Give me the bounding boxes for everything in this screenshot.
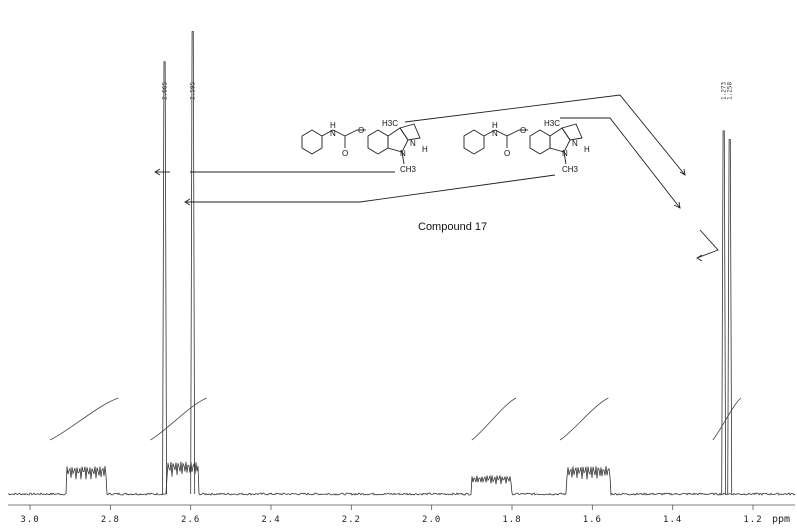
x-tick-label: 2.8 (101, 515, 120, 525)
x-axis-unit-label: ppm (772, 514, 790, 525)
peak-labels: 2.665 2.595 1.273 1.258 (162, 82, 734, 100)
spectrum-baseline (7, 461, 796, 496)
spectrum-peak (727, 139, 733, 495)
atom-nh-h: H (422, 145, 428, 154)
atom-o2-2: O (520, 126, 526, 135)
peak-label: 2.595 (190, 82, 197, 100)
integral-curve (471, 397, 517, 441)
atom-n: N (330, 129, 336, 138)
structure-right: H N O O H3C N H N CH3 (463, 119, 590, 174)
spectrum-trace (7, 31, 796, 496)
x-tick-label: 1.4 (663, 515, 682, 525)
x-tick-label: 2.0 (422, 515, 441, 525)
spectrum-peak (190, 31, 196, 495)
x-tick-label: 1.6 (583, 515, 602, 525)
x-tick-label: 2.4 (261, 515, 280, 525)
x-tick-label: 3.0 (20, 515, 39, 525)
atom-me-n: N (400, 149, 406, 158)
atom-nh-h-2: H (584, 145, 590, 154)
atom-me-n-2: N (562, 149, 568, 158)
spectrum-peak (721, 130, 727, 495)
integral-curve (49, 397, 119, 441)
peak-label: 1.258 (727, 82, 734, 100)
atom-h3c: H3C (382, 119, 398, 128)
x-tick-label: 1.2 (743, 515, 762, 525)
compound-label: Compound 17 (418, 221, 487, 233)
peak-label: 1.273 (721, 82, 728, 100)
atom-o2: O (358, 126, 364, 135)
spectrum-peak (162, 61, 167, 495)
integral-curves (49, 397, 742, 441)
x-tick-label: 2.6 (181, 515, 200, 525)
atom-h: H (330, 121, 336, 130)
atom-me: CH3 (400, 165, 417, 174)
atom-n-2: N (492, 129, 498, 138)
integral-curve (559, 397, 609, 441)
atom-nh-n-2: N (572, 139, 578, 148)
atom-me-2: CH3 (562, 165, 579, 174)
peak-label: 2.665 (162, 82, 169, 100)
x-axis-ticks: 3.0 2.8 2.6 2.4 2.2 2.0 1.8 1.6 1.4 1.2 (20, 505, 762, 525)
atom-o-2: O (504, 149, 510, 158)
x-tick-label: 1.8 (502, 515, 521, 525)
atom-o: O (342, 149, 348, 158)
integral-curve (150, 397, 207, 441)
atom-nh-n: N (410, 139, 416, 148)
atom-h-2: H (492, 121, 498, 130)
x-tick-label: 2.2 (342, 515, 361, 525)
structure-left: H N O O H3C N H N CH3 (301, 119, 428, 174)
atom-h3c-2: H3C (544, 119, 560, 128)
assignment-arrows (154, 94, 719, 262)
integral-curve (712, 397, 742, 441)
